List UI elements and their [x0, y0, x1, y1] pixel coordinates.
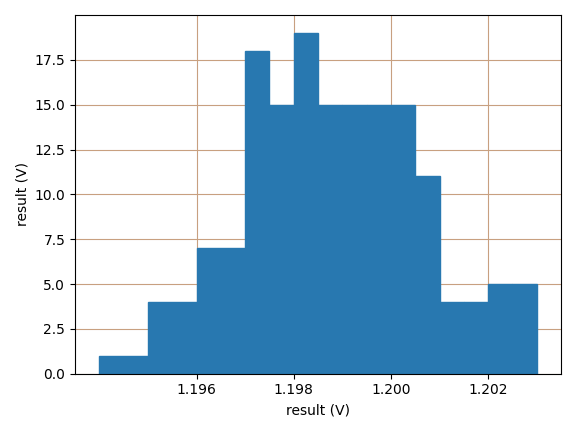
- Bar: [245, 51, 270, 374]
- Bar: [464, 302, 488, 374]
- Bar: [196, 248, 245, 374]
- Bar: [148, 302, 196, 374]
- Bar: [366, 105, 391, 374]
- X-axis label: result (V): result (V): [286, 403, 350, 417]
- Bar: [391, 105, 415, 374]
- Bar: [488, 284, 513, 374]
- Bar: [513, 284, 537, 374]
- Bar: [99, 356, 148, 374]
- Y-axis label: result (V): result (V): [15, 162, 29, 226]
- Bar: [342, 105, 366, 374]
- Bar: [439, 302, 464, 374]
- Bar: [270, 105, 294, 374]
- Bar: [294, 33, 318, 374]
- Bar: [318, 105, 342, 374]
- Bar: [415, 176, 439, 374]
